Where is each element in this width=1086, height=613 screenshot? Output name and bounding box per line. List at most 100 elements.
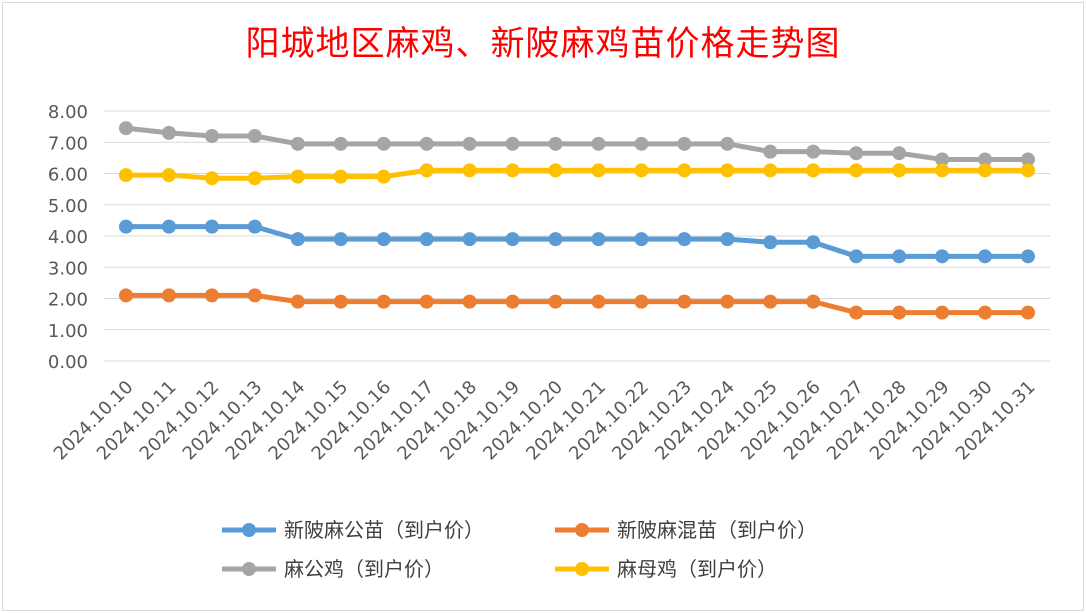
data-point [935, 249, 950, 264]
legend-item: 新陂麻公苗（到户价） [222, 518, 484, 542]
data-point [677, 294, 692, 309]
data-point [1021, 305, 1035, 320]
data-point [634, 294, 649, 309]
series-line [126, 167, 1028, 181]
y-tick-label: 7.00 [48, 133, 88, 154]
y-tick-label: 1.00 [48, 321, 88, 342]
data-point [247, 288, 262, 303]
data-point [763, 294, 778, 309]
data-point [1021, 249, 1035, 264]
data-point [119, 121, 133, 136]
series-1 [119, 219, 1035, 264]
data-point [634, 163, 649, 178]
data-point [806, 235, 821, 250]
data-point [161, 219, 176, 234]
data-point [290, 136, 305, 151]
legend-label: 新陂麻公苗（到户价） [284, 518, 484, 542]
data-point [720, 136, 735, 151]
data-point [763, 144, 778, 159]
data-point [806, 294, 821, 309]
data-point [677, 163, 692, 178]
data-point [376, 232, 391, 247]
data-point [462, 294, 477, 309]
data-point [290, 294, 305, 309]
data-point [806, 144, 821, 159]
data-point [333, 136, 348, 151]
data-point [247, 171, 262, 186]
data-point [376, 136, 391, 151]
data-point [247, 129, 262, 143]
data-point [806, 163, 821, 178]
legend-marker [575, 523, 589, 537]
series-4 [119, 163, 1035, 186]
data-point [419, 294, 434, 309]
data-point [849, 146, 864, 161]
series-line [126, 224, 1028, 259]
legend-label: 麻公鸡（到户价） [284, 557, 444, 581]
legend-label: 麻母鸡（到户价） [617, 557, 777, 581]
data-point [548, 163, 563, 178]
legend-marker [575, 562, 589, 576]
series-line [125, 125, 1028, 162]
data-point [333, 232, 348, 247]
data-point [634, 136, 649, 151]
data-point [720, 163, 735, 178]
data-point [591, 232, 606, 247]
data-point [978, 163, 993, 178]
data-point [161, 288, 176, 303]
y-tick-label: 4.00 [48, 227, 88, 248]
gridlines [104, 110, 1050, 362]
y-axis-ticks: 0.00 1.00 2.00 3.00 4.00 5.00 6.00 7.00 8.00 [48, 102, 88, 373]
data-point [290, 232, 305, 247]
data-point [978, 249, 993, 264]
data-point [849, 163, 864, 178]
data-point [634, 232, 649, 247]
data-point [505, 136, 520, 151]
legend-marker [242, 562, 256, 576]
data-point [376, 294, 391, 309]
series-2 [119, 288, 1035, 320]
data-point [849, 305, 864, 320]
data-point [591, 294, 606, 309]
data-point [419, 232, 434, 247]
data-point [591, 136, 606, 151]
data-point [204, 171, 219, 186]
data-point [1021, 163, 1035, 178]
y-tick-label: 5.00 [48, 196, 88, 217]
y-tick-label: 0.00 [48, 352, 88, 373]
legend: 新陂麻公苗（到户价） 新陂麻混苗（到户价） 麻公鸡（到户价） 麻母鸡（到户价） [222, 518, 817, 581]
x-axis-ticks: 2024.10.102024.10.112024.10.122024.10.13… [50, 377, 1040, 465]
data-point [505, 163, 520, 178]
data-point [1021, 152, 1035, 167]
data-point [978, 305, 993, 320]
data-point [935, 163, 950, 178]
legend-item: 新陂麻混苗（到户价） [555, 518, 817, 542]
data-point [119, 219, 133, 234]
data-point [892, 305, 907, 320]
data-point [505, 232, 520, 247]
series-3 [119, 121, 1035, 167]
data-point [548, 294, 563, 309]
legend-item: 麻母鸡（到户价） [555, 557, 777, 581]
data-point [462, 232, 477, 247]
data-point [763, 163, 778, 178]
data-point [161, 125, 176, 140]
data-point [161, 168, 176, 183]
legend-marker [242, 523, 256, 537]
legend-label: 新陂麻混苗（到户价） [617, 518, 817, 542]
y-tick-label: 3.00 [48, 258, 88, 279]
data-point [119, 288, 133, 303]
data-point [892, 163, 907, 178]
data-point [376, 169, 391, 184]
data-point [505, 294, 520, 309]
data-point [677, 232, 692, 247]
y-tick-label: 2.00 [48, 290, 88, 311]
data-point [892, 249, 907, 264]
data-point [419, 163, 434, 178]
data-point [677, 136, 692, 151]
y-tick-label: 6.00 [48, 165, 88, 186]
data-point [119, 168, 133, 183]
y-tick-label: 8.00 [48, 102, 88, 123]
data-point [462, 163, 477, 178]
chart-title: 阳城地区麻鸡、新陂麻鸡苗价格走势图 [245, 24, 841, 64]
